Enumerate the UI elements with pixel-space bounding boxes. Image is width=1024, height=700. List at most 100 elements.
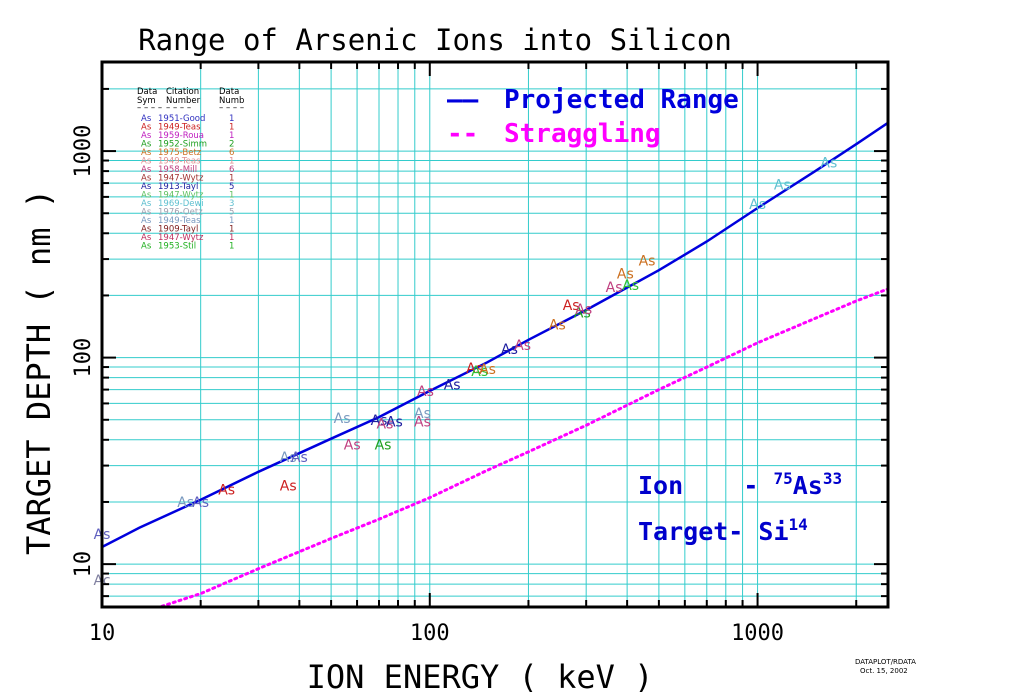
data-point: As	[563, 298, 580, 314]
data-point: As	[218, 482, 235, 498]
citation-header-rule: – – – –	[137, 103, 162, 113]
citation-number: 1951-Good	[158, 114, 205, 124]
chart-title: Range of Arsenic Ions into Silicon	[138, 23, 732, 57]
data-point: As	[375, 437, 392, 453]
citation-header-rule: – – – –	[219, 103, 244, 113]
data-point: As	[479, 362, 496, 378]
citation-sym: As	[141, 233, 152, 243]
citation-header: Sym	[137, 96, 156, 106]
data-point: As	[622, 278, 639, 294]
citation-count: 6	[229, 148, 234, 158]
data-point: As	[617, 267, 634, 283]
svg-text:Ion - 75As33: Ion - 75As33	[638, 469, 842, 500]
citation-sym: As	[141, 208, 152, 218]
x-tick-label: 1000	[731, 621, 784, 646]
citation-count: 6	[229, 165, 234, 175]
citation-sym: As	[141, 174, 152, 184]
citation-number: 1913-Tayl	[158, 182, 198, 192]
data-point: As	[414, 406, 431, 422]
citation-sym: As	[141, 114, 152, 124]
citation-count: 5	[229, 182, 234, 192]
citation-number: 1975-Betz	[158, 148, 202, 158]
citation-count: 1	[229, 131, 234, 141]
target-symbol: Si	[758, 517, 788, 546]
ion-prefix: Ion -	[638, 471, 773, 500]
citation-number: 1947-Wytz	[158, 174, 204, 184]
citation-count: 1	[229, 114, 234, 124]
data-point: As	[471, 364, 488, 380]
data-point: As	[177, 495, 194, 511]
ion-annotation: Ion - 75As33 Target- Si14	[638, 469, 842, 546]
citation-sym: As	[141, 165, 152, 175]
citation-sym: As	[141, 148, 152, 158]
data-point: As	[334, 411, 351, 427]
data-point: As	[639, 254, 656, 270]
citation-number: 1953-Stil	[158, 242, 196, 252]
target-prefix: Target-	[638, 517, 758, 546]
citation-count: 2	[229, 140, 234, 150]
ion-mass: 75	[773, 469, 792, 488]
citation-sym: As	[141, 140, 152, 150]
citation-count: 1	[229, 233, 234, 243]
citation-header: Data	[137, 87, 157, 97]
y-tick-label: 1000	[71, 125, 96, 178]
citation-count: 1	[229, 174, 234, 184]
series-straggling	[100, 287, 890, 609]
data-point: As	[414, 415, 431, 431]
citation-sym: As	[141, 225, 152, 235]
citation-number: 1952-Simm	[158, 140, 207, 150]
svg-text:Target- Si14: Target- Si14	[638, 515, 808, 546]
citation-sym: As	[141, 182, 152, 192]
citation-count: 1	[229, 225, 234, 235]
legend-label-straggling: Straggling	[504, 119, 661, 149]
citation-count: 5	[229, 208, 234, 218]
data-point: As	[549, 317, 566, 333]
citation-count: 3	[229, 199, 234, 209]
citation-header-rule: – – – –	[166, 103, 191, 113]
axis-ticks	[101, 62, 888, 607]
y-axis-label: TARGET DEPTH ( nm )	[20, 189, 58, 555]
series-projected-range	[101, 121, 889, 549]
citation-number: 1947-Wytz	[158, 191, 204, 201]
citation-count: 1	[229, 242, 234, 252]
data-point: As	[466, 361, 483, 377]
target-atomic-number: 14	[789, 515, 808, 534]
plot-frame	[100, 60, 890, 609]
citation-number: 1949-Teas	[158, 123, 201, 133]
citation-header: Numb	[219, 96, 244, 106]
citation-number: 1969-Dewi	[158, 199, 204, 209]
ion-symbol: As	[793, 471, 823, 500]
citation-number: 1909-Tayl	[158, 225, 198, 235]
data-point: As	[192, 495, 209, 511]
citation-sym: As	[141, 131, 152, 141]
y-tick-label: 10	[71, 551, 96, 578]
citation-number: 1947-Wytz	[158, 233, 204, 243]
data-point: As	[444, 378, 461, 394]
data-point: As	[514, 338, 531, 354]
citation-sym: As	[141, 199, 152, 209]
data-point: As	[606, 280, 623, 296]
citation-header: Citation	[166, 87, 199, 97]
data-point: As	[774, 177, 791, 193]
ion-atomic-number: 33	[823, 469, 842, 488]
citation-sym: As	[141, 191, 152, 201]
data-point: As	[417, 384, 434, 400]
citation-count: 1	[229, 157, 234, 167]
legend-marker-projected-range: ——	[447, 85, 479, 115]
data-point: As	[501, 342, 518, 358]
x-axis-label: ION ENERGY ( keV )	[307, 658, 654, 696]
citation-header: Data	[219, 87, 239, 97]
data-point: As	[386, 415, 403, 431]
y-tick-label: 100	[71, 338, 96, 378]
data-point: As	[344, 437, 361, 453]
data-point: As	[280, 479, 297, 495]
footer-line-1: DATAPLOT/RDATA	[855, 658, 916, 666]
x-tick-label: 10	[89, 621, 116, 646]
x-tick-labels: 10 100 1000	[89, 621, 784, 646]
citation-count: 1	[229, 216, 234, 226]
data-point: As	[575, 302, 592, 318]
citation-count: 1	[229, 191, 234, 201]
citation-number: 1976-Oetz	[158, 208, 203, 218]
